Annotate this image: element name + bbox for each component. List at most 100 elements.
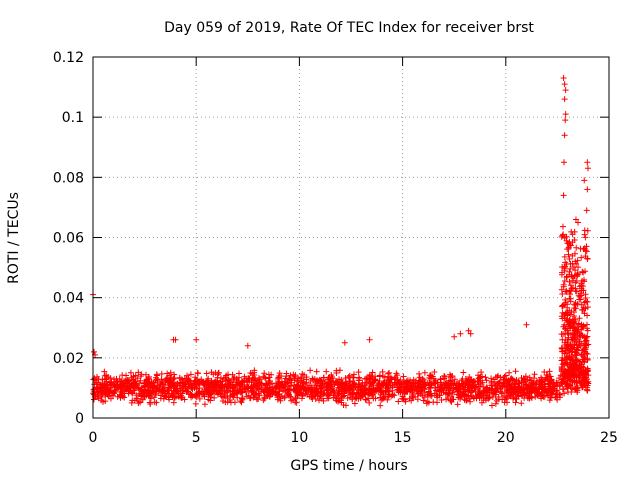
data-point	[362, 391, 369, 398]
data-point	[249, 389, 256, 396]
data-point	[445, 390, 452, 397]
data-point	[571, 370, 578, 377]
data-point	[252, 383, 259, 390]
data-point	[453, 380, 460, 387]
data-point	[457, 330, 464, 337]
data-point	[214, 374, 221, 381]
data-point	[572, 305, 579, 312]
data-point	[169, 381, 176, 388]
data-point	[505, 389, 512, 396]
data-point	[388, 393, 395, 400]
data-point	[460, 380, 467, 387]
data-point	[178, 395, 185, 402]
data-point	[101, 368, 108, 375]
data-point	[568, 353, 575, 360]
y-tick-label: 0.08	[53, 170, 84, 186]
data-point	[570, 264, 577, 271]
data-point	[238, 399, 245, 406]
data-point	[107, 384, 114, 391]
data-point	[559, 291, 566, 298]
data-point	[447, 397, 454, 404]
data-point	[581, 245, 588, 252]
data-point	[334, 382, 341, 389]
data-point	[352, 394, 359, 401]
data-point	[549, 390, 556, 397]
data-point	[567, 311, 574, 318]
data-point	[564, 301, 571, 308]
data-point	[488, 387, 495, 394]
data-point	[529, 386, 536, 393]
data-point	[328, 371, 335, 378]
data-point	[561, 339, 568, 346]
data-point	[569, 284, 576, 291]
data-point	[548, 394, 555, 401]
data-point	[305, 388, 312, 395]
data-point	[281, 382, 288, 389]
data-point	[241, 385, 248, 392]
data-point	[504, 399, 511, 406]
data-point	[172, 336, 179, 343]
data-point	[482, 374, 489, 381]
data-point	[478, 369, 485, 376]
data-point	[342, 386, 349, 393]
data-point	[164, 386, 171, 393]
data-point	[253, 396, 260, 403]
data-point	[492, 400, 499, 407]
data-point	[283, 370, 290, 377]
data-point	[492, 383, 499, 390]
data-point	[543, 371, 550, 378]
data-point	[528, 394, 535, 401]
data-point	[111, 382, 118, 389]
data-point	[427, 392, 434, 399]
data-point	[151, 399, 158, 406]
data-point	[478, 391, 485, 398]
data-point	[564, 336, 571, 343]
data-point	[393, 370, 400, 377]
data-point	[205, 391, 212, 398]
data-point	[241, 377, 248, 384]
data-point	[298, 395, 305, 402]
data-point	[567, 265, 574, 272]
data-point	[188, 384, 195, 391]
data-point	[420, 397, 427, 404]
data-point	[161, 393, 168, 400]
data-point	[130, 381, 137, 388]
data-point	[260, 397, 267, 404]
grid-lines	[93, 57, 609, 418]
data-point	[285, 376, 292, 383]
data-point	[512, 399, 519, 406]
data-point	[251, 367, 258, 374]
data-point	[282, 383, 289, 390]
data-point	[501, 383, 508, 390]
data-point	[578, 326, 585, 333]
data-point	[546, 368, 553, 375]
data-point	[95, 376, 102, 383]
data-point	[558, 357, 565, 364]
data-point	[483, 377, 490, 384]
data-point	[378, 397, 385, 404]
data-point	[215, 389, 222, 396]
data-point	[405, 379, 412, 386]
data-point	[177, 394, 184, 401]
data-point	[577, 342, 584, 349]
data-point	[151, 394, 158, 401]
data-point	[401, 380, 408, 387]
data-point	[397, 381, 404, 388]
data-point	[171, 371, 178, 378]
data-point	[384, 396, 391, 403]
data-point	[513, 377, 520, 384]
data-point	[338, 381, 345, 388]
data-point	[335, 395, 342, 402]
data-point	[141, 393, 148, 400]
data-point	[367, 375, 374, 382]
data-point	[560, 75, 567, 82]
data-point	[583, 207, 590, 214]
data-point	[541, 368, 548, 375]
data-point	[574, 344, 581, 351]
data-point	[571, 301, 578, 308]
data-point	[572, 216, 579, 223]
data-point	[226, 380, 233, 387]
data-point	[463, 393, 470, 400]
data-point	[584, 380, 591, 387]
data-points	[90, 75, 592, 409]
